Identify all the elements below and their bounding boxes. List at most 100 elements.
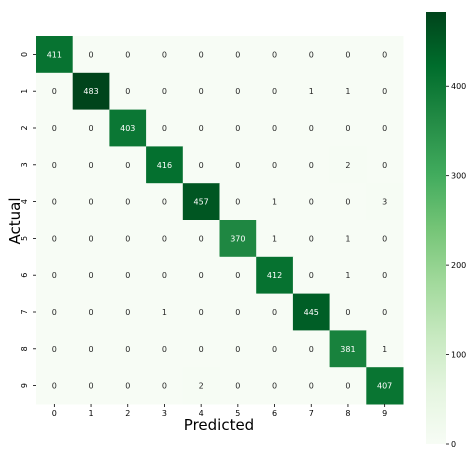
x-tick-label: 0 <box>52 409 57 418</box>
x-tick-label: 9 <box>382 409 387 418</box>
cell-value-label: 0 <box>199 308 204 317</box>
cell-value-label: 0 <box>309 124 314 133</box>
cell-value-label: 0 <box>382 87 387 96</box>
heatmap-cell <box>219 220 257 258</box>
cell-value-label: 0 <box>199 50 204 59</box>
heatmap-cell <box>366 109 404 147</box>
cell-value-label: 0 <box>125 198 130 207</box>
cell-value-label: 381 <box>340 345 355 354</box>
heatmap-cell <box>219 146 257 184</box>
cell-value-label: 1 <box>162 308 167 317</box>
cell-value-label: 0 <box>89 382 94 391</box>
heatmap-cell <box>329 367 367 405</box>
cell-value-label: 0 <box>309 345 314 354</box>
cell-value-label: 0 <box>309 198 314 207</box>
cell-value-label: 0 <box>52 87 57 96</box>
cell-value-label: 0 <box>345 124 350 133</box>
cell-value-label: 1 <box>272 198 277 207</box>
cell-value-label: 0 <box>125 271 130 280</box>
cell-value-label: 0 <box>235 50 240 59</box>
heatmap-cell <box>182 367 220 405</box>
cell-value-label: 0 <box>382 234 387 243</box>
cell-value-label: 0 <box>345 382 350 391</box>
heatmap-cell <box>36 293 74 331</box>
cell-value-label: 0 <box>345 198 350 207</box>
cell-value-label: 0 <box>162 198 167 207</box>
cell-value-label: 0 <box>235 271 240 280</box>
y-tick-label: 6 <box>20 273 29 278</box>
heatmap-cell <box>366 367 404 405</box>
heatmap-cell <box>72 220 110 258</box>
cell-value-label: 411 <box>47 50 62 59</box>
heatmap-cell <box>182 72 220 111</box>
heatmap-cell <box>182 256 220 295</box>
cell-value-label: 483 <box>83 87 98 96</box>
cell-value-label: 0 <box>89 234 94 243</box>
heatmap-cell <box>256 36 294 74</box>
heatmap-cell <box>329 293 367 331</box>
heatmap-cell <box>182 36 220 74</box>
heatmap-cell <box>256 146 294 184</box>
cell-value-label: 0 <box>125 382 130 391</box>
cell-value-label: 0 <box>52 345 57 354</box>
cell-value-label: 0 <box>199 124 204 133</box>
colorbar-tick-label: 0 <box>451 440 456 449</box>
cell-value-label: 0 <box>235 198 240 207</box>
cell-value-label: 0 <box>345 50 350 59</box>
cell-value-label: 0 <box>162 87 167 96</box>
heatmap-cell <box>329 220 367 258</box>
y-tick-label: 4 <box>20 199 29 204</box>
colorbar <box>426 12 446 444</box>
x-tick-label: 1 <box>89 409 94 418</box>
cell-value-label: 0 <box>272 161 277 170</box>
y-axis-ticks: 0 1 2 3 4 5 6 7 8 9 <box>20 52 36 388</box>
cell-value-label: 0 <box>52 271 57 280</box>
heatmap-cell <box>256 220 294 258</box>
cell-value-label: 2 <box>199 382 204 391</box>
x-tick-label: 8 <box>345 409 350 418</box>
cell-value-label: 0 <box>89 271 94 280</box>
cell-value-label: 445 <box>304 308 319 317</box>
heatmap-cell <box>366 220 404 258</box>
cell-value-label: 407 <box>377 382 392 391</box>
heatmap-cell <box>292 72 331 111</box>
cell-value-label: 0 <box>199 271 204 280</box>
heatmap-cell <box>292 146 331 184</box>
cell-value-label: 0 <box>52 382 57 391</box>
cell-value-label: 0 <box>235 124 240 133</box>
heatmap-cell <box>146 36 184 74</box>
cell-value-label: 0 <box>52 124 57 133</box>
heatmap-cell <box>72 293 110 331</box>
colorbar-tick-label: 300 <box>451 172 466 181</box>
heatmap-cell <box>366 183 404 221</box>
heatmap-cell <box>182 146 220 184</box>
heatmap-cell <box>292 109 331 147</box>
cell-value-label: 416 <box>157 161 172 170</box>
cell-value-label: 1 <box>345 271 350 280</box>
cell-value-label: 370 <box>230 234 245 243</box>
cell-value-label: 0 <box>89 345 94 354</box>
cell-value-label: 2 <box>345 161 350 170</box>
cell-value-label: 0 <box>125 308 130 317</box>
heatmap-cell <box>219 256 257 295</box>
cell-value-label: 0 <box>235 87 240 96</box>
heatmap-cell <box>219 72 257 111</box>
colorbar-tick-label: 400 <box>451 82 466 91</box>
cell-value-label: 0 <box>382 50 387 59</box>
heatmap-cell <box>329 109 367 147</box>
cell-value-label: 0 <box>89 308 94 317</box>
cell-value-label: 0 <box>199 345 204 354</box>
heatmap-cell <box>256 256 294 295</box>
cell-value-label: 403 <box>120 124 135 133</box>
heatmap-cell <box>109 256 147 295</box>
cell-value-label: 0 <box>125 234 130 243</box>
heatmap-cell <box>219 36 257 74</box>
cell-value-label: 0 <box>309 234 314 243</box>
heatmap-cell <box>329 330 367 368</box>
heatmap-cell <box>72 256 110 295</box>
heatmap-cell <box>109 72 147 111</box>
heatmap-cell <box>256 72 294 111</box>
heatmap-cell <box>146 293 184 331</box>
heatmap-cell <box>109 220 147 258</box>
cell-value-label: 3 <box>382 198 387 207</box>
